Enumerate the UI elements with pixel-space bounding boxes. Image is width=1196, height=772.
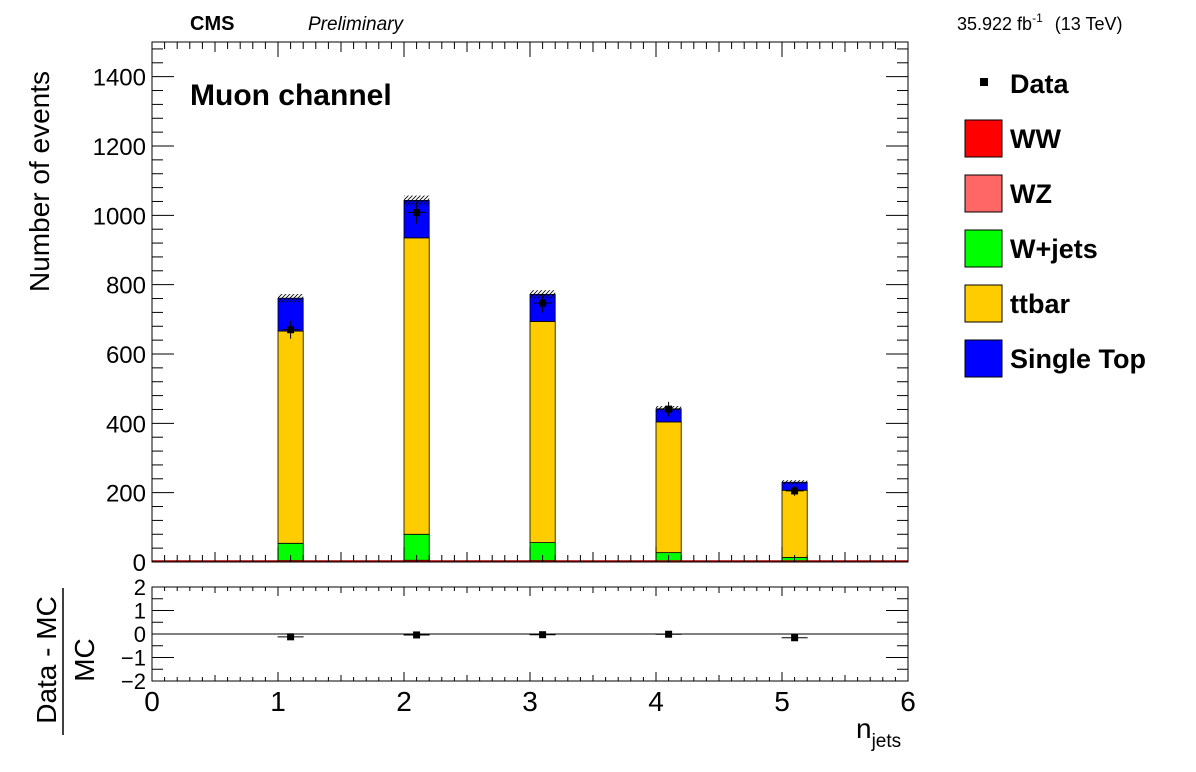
data-point-3 bbox=[665, 405, 673, 413]
legend-swatch-ww bbox=[964, 119, 1003, 158]
bar-ttbar-bin-5 bbox=[781, 489, 808, 558]
bar-ttbar-bin-4 bbox=[655, 421, 682, 554]
y-tick-label: 600 bbox=[106, 342, 146, 369]
energy-label: (13 TeV) bbox=[1055, 14, 1123, 34]
y-axis-label: Number of events bbox=[24, 71, 55, 292]
ratio-y-tick-label: −1 bbox=[121, 646, 146, 671]
data-point-1 bbox=[413, 209, 421, 217]
legend-label-wz: WZ bbox=[1010, 179, 1052, 209]
luminosity-exponent: -1 bbox=[1032, 11, 1043, 25]
main-y-axis: 0 200 400 600 800 1000 1200 1400 bbox=[93, 48, 908, 577]
ratio-point-3 bbox=[665, 630, 673, 638]
y-tick-label: 0 bbox=[133, 550, 146, 577]
data-point-4 bbox=[791, 487, 799, 495]
ratio-y-tick-label: 0 bbox=[134, 622, 146, 647]
channel-annotation: Muon channel bbox=[190, 79, 392, 112]
legend-label-data: Data bbox=[1010, 69, 1070, 99]
main-plot: 0 200 400 600 800 1000 1200 1400 Muon channel N… bbox=[24, 41, 909, 577]
bar-ttbar-bin-2 bbox=[403, 237, 430, 535]
ratio-point-1 bbox=[413, 631, 421, 639]
luminosity-value: 35.922 fb bbox=[957, 14, 1032, 34]
data-point-0 bbox=[287, 326, 295, 334]
x-axis: 0 1 2 3 4 5 6 bbox=[144, 587, 916, 717]
y-tick-label: 200 bbox=[106, 481, 146, 508]
ratio-y-tick-label: 1 bbox=[134, 599, 146, 624]
legend-label-w-jets: W+jets bbox=[1010, 234, 1098, 264]
y-tick-label: 1400 bbox=[93, 65, 146, 92]
y-tick-label: 1200 bbox=[93, 134, 146, 161]
luminosity-label: 35.922 fb-1 (13 TeV) bbox=[957, 11, 1122, 34]
data-points-layer bbox=[281, 201, 804, 496]
x-tick-label: 3 bbox=[522, 686, 538, 717]
x-axis-label-main: n bbox=[856, 713, 872, 744]
legend-swatch-ttbar bbox=[964, 284, 1003, 323]
legend-swatch-single-top bbox=[964, 339, 1003, 378]
ratio-numerator-label: Data - MC bbox=[31, 596, 62, 724]
x-tick-label: 6 bbox=[900, 686, 916, 717]
y-tick-label: 1000 bbox=[93, 203, 146, 230]
stack-layer bbox=[152, 200, 908, 563]
x-tick-label: 1 bbox=[270, 686, 286, 717]
main-x-ticks bbox=[151, 42, 909, 562]
x-tick-label: 0 bbox=[144, 686, 160, 717]
x-tick-label: 5 bbox=[774, 686, 790, 717]
ratio-point-0 bbox=[287, 633, 295, 641]
mc-uncertainty-bin-5 bbox=[782, 480, 808, 485]
x-tick-label: 4 bbox=[648, 686, 664, 717]
ratio-y-axis-label: Data - MC MC bbox=[31, 588, 100, 735]
legend-swatch-wz bbox=[964, 174, 1003, 213]
mc-uncertainty-bin-2 bbox=[404, 195, 430, 206]
experiment-label: CMS bbox=[190, 13, 234, 35]
ratio-point-2 bbox=[539, 631, 547, 639]
ratio-denominator-label: MC bbox=[69, 638, 100, 682]
legend-label-ww: WW bbox=[1010, 124, 1061, 154]
x-axis-label-sub: jets bbox=[871, 731, 902, 752]
bar-ttbar-bin-1 bbox=[277, 330, 304, 544]
legend-label-ttbar: ttbar bbox=[1010, 289, 1070, 319]
y-tick-label: 800 bbox=[106, 273, 146, 300]
mc-uncertainty-bin-1 bbox=[278, 294, 304, 303]
ratio-y-tick-label: −2 bbox=[121, 669, 146, 694]
ratio-points-layer bbox=[277, 630, 808, 642]
legend: Data WW WZ W+jets ttbar Single Top bbox=[964, 69, 1146, 378]
x-tick-label: 2 bbox=[396, 686, 412, 717]
y-tick-label: 400 bbox=[106, 411, 146, 438]
bar-ttbar-bin-3 bbox=[529, 321, 556, 543]
ratio-point-4 bbox=[791, 634, 799, 642]
x-axis-label: njets bbox=[856, 713, 901, 752]
legend-label-single-top: Single Top bbox=[1010, 344, 1146, 374]
data-point-2 bbox=[539, 299, 547, 307]
status-label: Preliminary bbox=[308, 14, 405, 35]
legend-marker-data bbox=[980, 78, 988, 86]
legend-swatch-w-jets bbox=[964, 229, 1003, 268]
ratio-y-tick-label: 2 bbox=[134, 575, 146, 600]
